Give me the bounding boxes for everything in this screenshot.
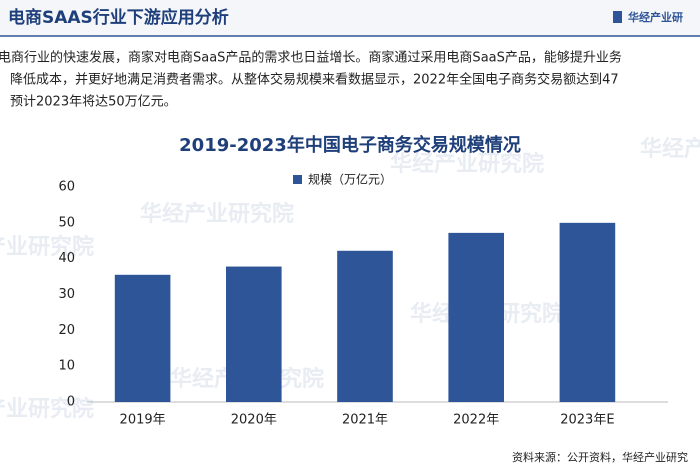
bar <box>337 250 393 402</box>
paragraph-line: 降低成本，并更好地满足消费者需求。从整体交易规模来看数据显示，2022年全国电子… <box>10 72 619 88</box>
watermark: 华经产业研究院 <box>390 151 544 177</box>
x-tick-label: 2021年 <box>342 413 388 428</box>
watermark: 华经产业研究院 <box>640 136 700 162</box>
legend-swatch <box>293 175 302 184</box>
source: 资料来源：公开资料，华经产业研究 <box>512 450 688 464</box>
brand-logo <box>613 11 622 23</box>
bar <box>226 266 282 402</box>
bar <box>114 274 171 402</box>
legend-label: 规模（万亿元） <box>308 172 392 187</box>
bar <box>448 232 504 402</box>
y-tick-label: 30 <box>58 287 75 302</box>
header-title: 电商SAAS行业下游应用分析 <box>8 7 229 28</box>
y-tick-label: 50 <box>58 215 75 230</box>
x-tick-label: 2022年 <box>453 413 499 428</box>
paragraph-line: 电商行业的快速发展，商家对电商SaaS产品的需求也日益增长。商家通过采用电商Sa… <box>0 50 622 66</box>
brand: 华经产业研 <box>628 10 683 24</box>
watermark: 华经产业研究院 <box>140 201 294 227</box>
paragraph-line: 预计2023年将达50万亿元。 <box>10 95 177 110</box>
y-tick-label: 0 <box>67 395 75 410</box>
bar <box>559 222 616 402</box>
header-bar <box>0 0 700 36</box>
x-tick-label: 2023年E <box>560 413 614 428</box>
chart-title: 2019-2023年中国电子商务交易规模情况 <box>179 134 521 156</box>
y-tick-label: 40 <box>58 251 75 266</box>
y-tick-label: 60 <box>58 180 75 195</box>
y-tick-label: 20 <box>58 323 75 338</box>
watermark: 华经产业研究院 <box>0 234 94 260</box>
x-tick-label: 2019年 <box>120 413 166 428</box>
x-tick-label: 2020年 <box>231 413 277 428</box>
watermark: 华经产业研究院 <box>0 396 94 422</box>
y-tick-label: 10 <box>58 359 75 374</box>
